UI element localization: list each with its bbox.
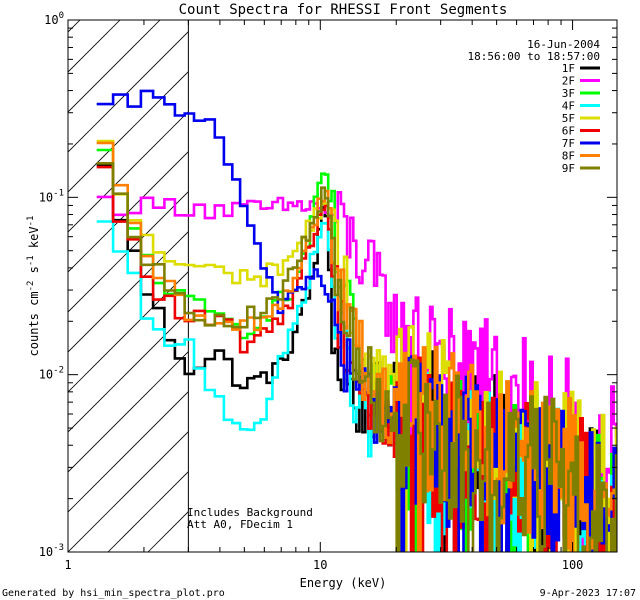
legend-label-7F: 7F: [562, 137, 575, 150]
y-axis-label-kev: keV: [27, 226, 41, 255]
x-tick-label: 1: [64, 558, 71, 572]
chart-title: Count Spectra for RHESSI Front Segments: [179, 2, 508, 18]
legend-label-8F: 8F: [562, 150, 575, 163]
hatch-line: [68, 31, 189, 153]
x-tick-label: 10: [313, 558, 327, 572]
legend-label-9F: 9F: [562, 162, 575, 175]
hatch-line: [68, 191, 189, 313]
annotation-attenuator: Att A0, FDecim 1: [187, 518, 293, 531]
x-axis-label: Energy (keV): [300, 576, 387, 590]
hatch-line: [68, 351, 189, 473]
y-tick-label: 10-3: [39, 543, 64, 559]
y-tick-label: 10-2: [39, 366, 64, 382]
plot-frame: [67, 19, 618, 553]
y-tick-label: 100: [44, 11, 64, 27]
legend-label-3F: 3F: [562, 87, 575, 100]
legend-label-2F: 2F: [562, 75, 575, 88]
legend-label-1F: 1F: [562, 62, 575, 75]
y-axis-label-main: counts cm: [27, 291, 41, 356]
date-label: 16-Jun-2004: [527, 38, 600, 51]
legend-label-5F: 5F: [562, 112, 575, 125]
footer-timestamp: 9-Apr-2023 17:07: [540, 588, 636, 599]
series-line-9F: [96, 162, 617, 552]
annotation-background: Includes Background: [187, 506, 313, 519]
legend-label-4F: 4F: [562, 100, 575, 113]
hatch-line: [68, 271, 189, 393]
hatch-line: [68, 231, 189, 353]
time-range-label: 18:56:00 to 18:57:00: [468, 50, 600, 63]
axis-group: 1 10 100 10-3 10-2 10-1 100: [39, 11, 617, 572]
y-axis-label-exp2: -1: [26, 255, 36, 266]
y-axis-label: counts cm-2 s-1 keV-1: [26, 216, 41, 357]
legend-label-6F: 6F: [562, 125, 575, 138]
y-axis-label-exp1: -2: [26, 281, 36, 292]
x-tick-label: 100: [562, 558, 584, 572]
hatched-region: [68, 20, 189, 552]
series-group: [96, 89, 617, 552]
y-axis-label-s: s: [27, 266, 41, 280]
hatch-line: [68, 20, 161, 113]
y-tick-label: 10-1: [39, 188, 64, 204]
hatch-line: [68, 431, 189, 552]
y-axis-label-exp3: -1: [26, 216, 36, 227]
footer-generator: Generated by hsi_min_spectra_plot.pro: [2, 588, 225, 599]
hatch-line: [68, 71, 189, 193]
hatch-line: [68, 391, 189, 513]
